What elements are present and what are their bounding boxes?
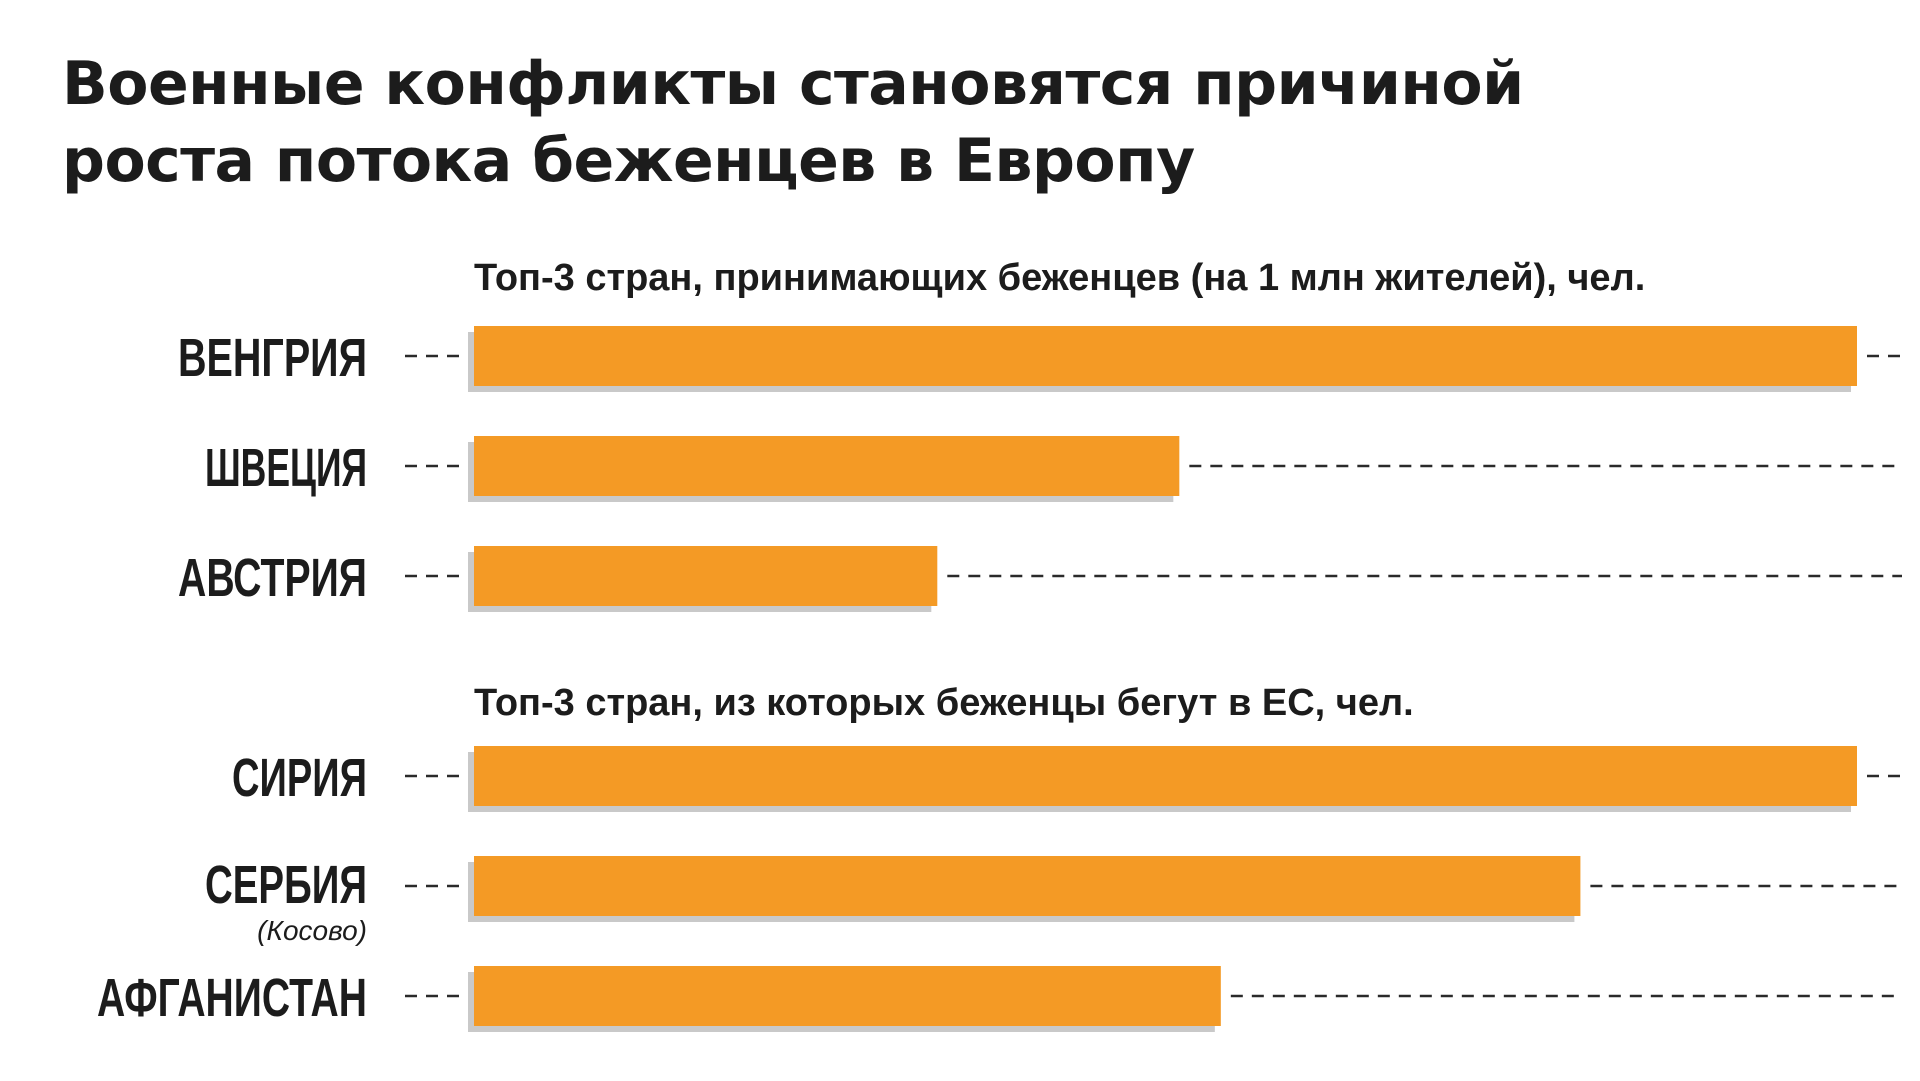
chart-title-line-2: роста потока беженцев в Европу — [62, 126, 1195, 196]
chart-title: Военные конфликты становятся причиной ро… — [62, 46, 1524, 200]
chart-subtitle: Топ-3 стран, из которых беженцы бегут в … — [474, 682, 1414, 724]
category-label: СИРИЯ — [232, 748, 367, 808]
bar — [474, 546, 938, 606]
chart-group-1: Топ-3 стран, принимающих беженцев (на 1 … — [178, 257, 1902, 612]
category-label: СЕРБИЯ — [205, 855, 367, 915]
category-label: АФГАНИСТАН — [97, 968, 367, 1028]
category-note: (Косово) — [257, 915, 367, 946]
category-label: ШВЕЦИЯ — [205, 438, 367, 498]
bar — [474, 746, 1857, 806]
chart-group-2: Топ-3 стран, из которых беженцы бегут в … — [97, 682, 1902, 1032]
chart-subtitle: Топ-3 стран, принимающих беженцев (на 1 … — [474, 257, 1645, 299]
bar — [474, 966, 1221, 1026]
category-label: АВСТРИЯ — [178, 548, 367, 608]
bar — [474, 326, 1857, 386]
chart-title-line-1: Военные конфликты становятся причиной — [62, 49, 1524, 119]
bar — [474, 856, 1581, 916]
bar — [474, 436, 1180, 496]
category-label: ВЕНГРИЯ — [178, 328, 367, 388]
